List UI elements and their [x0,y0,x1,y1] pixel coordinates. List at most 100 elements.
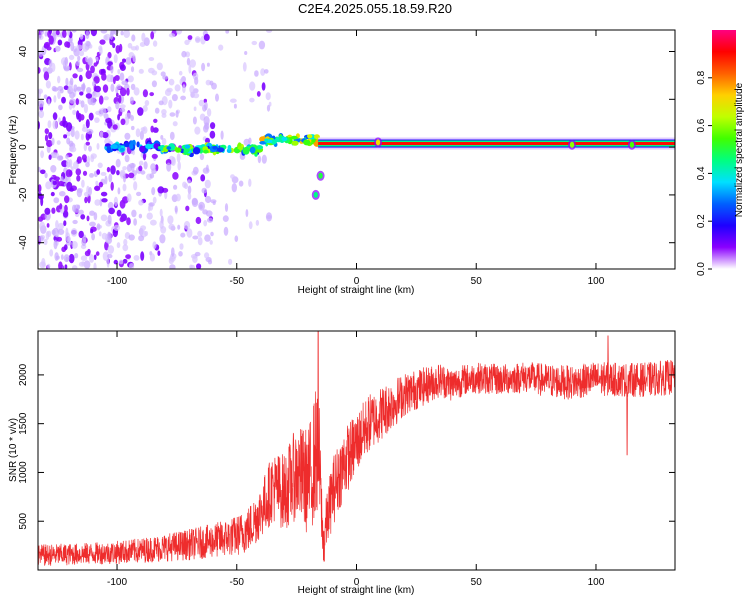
noise-speck [223,226,229,236]
noise-speck [204,252,210,259]
noise-speck [173,184,178,190]
noise-speck [152,241,157,249]
noise-speck [85,40,91,47]
noise-speck [101,198,108,203]
noise-speck [58,261,63,269]
noise-speck [99,131,104,139]
noise-speck [55,233,60,238]
noise-speck [44,31,48,37]
noise-speck [203,116,210,126]
noise-speck [70,41,75,52]
noise-speck [234,235,239,242]
noise-speck [175,193,181,202]
noise-speck [125,254,131,259]
carrier-speck [290,135,298,140]
noise-speck [135,128,141,138]
noise-speck [138,68,144,74]
noise-speck [151,187,156,196]
snr-x-ticks: -100 -50 0 50 100 [107,331,605,588]
noise-speck [149,92,154,97]
noise-speck [117,187,121,195]
noise-speck [50,165,57,173]
carrier-speck [264,138,269,143]
noise-speck [38,216,44,222]
noise-speck [70,127,75,138]
noise-speck [151,168,157,175]
carrier-speck [119,147,125,152]
noise-speck [86,87,92,94]
noise-speck [218,44,224,51]
noise-speck [220,130,224,140]
noise-speck [177,224,181,230]
noise-speck [87,57,93,66]
colorbar-tick-label: 0.0 [696,262,707,276]
noise-speck [62,30,67,38]
noise-speck [114,75,120,81]
noise-speck [95,180,99,186]
noise-speck [152,127,159,133]
noise-speck [178,70,183,76]
noise-speck [63,85,69,90]
noise-speck [128,172,135,179]
noise-speck [260,68,266,76]
noise-speck [157,250,161,256]
noise-speck [175,30,183,35]
noise-speck [130,66,135,73]
noise-speck [38,67,41,74]
noise-speck [88,112,94,121]
noise-speck [69,187,74,192]
noise-speck [192,255,198,263]
noise-speck [158,100,164,106]
noise-speck [90,155,95,163]
noise-speck [104,33,111,41]
y-tick-label: 1500 [18,412,29,435]
carrier-speck [192,147,201,155]
noise-speck [168,223,175,230]
noise-speck [189,59,196,68]
noise-speck [55,255,60,260]
carrier-feature [375,139,381,146]
noise-speck [59,88,64,94]
carrier-speck [307,134,313,139]
noise-speck [139,42,146,47]
chart-title: C2E4.2025.055.18.59.R20 [298,1,452,16]
noise-speck [168,257,174,265]
noise-speck [245,209,249,218]
snr-line [38,331,675,567]
carrier-speck [291,140,299,146]
noise-speck [95,56,99,62]
noise-speck [90,30,97,37]
noise-speck [47,120,52,129]
noise-speck [116,242,121,249]
noise-speck [130,83,136,91]
noise-speck [210,231,214,237]
noise-speck [56,155,64,161]
x-tick-label: 50 [471,276,483,287]
carrier-speck [233,148,240,153]
noise-speck [76,156,82,164]
noise-speck [156,62,163,71]
x-tick-label: -100 [107,276,127,287]
noise-speck [53,176,60,181]
noise-speck [91,233,95,241]
noise-speck [66,162,71,168]
noise-speck [153,118,158,123]
noise-speck [119,216,125,223]
noise-speck [93,62,98,67]
noise-speck [102,251,110,261]
noise-speck [102,84,109,93]
x-tick-label: -50 [230,577,245,588]
noise-speck [85,70,92,80]
noise-speck [113,54,118,64]
noise-speck [258,40,266,50]
noise-speck [43,94,48,99]
noise-speck [71,30,77,33]
carrier-speck [281,136,288,142]
noise-speck [107,214,112,225]
noise-speck [78,230,84,239]
noise-speck [113,224,121,231]
carrier-speck [184,144,191,149]
noise-speck [199,153,205,161]
noise-speck [116,92,119,98]
noise-speck [86,128,94,135]
